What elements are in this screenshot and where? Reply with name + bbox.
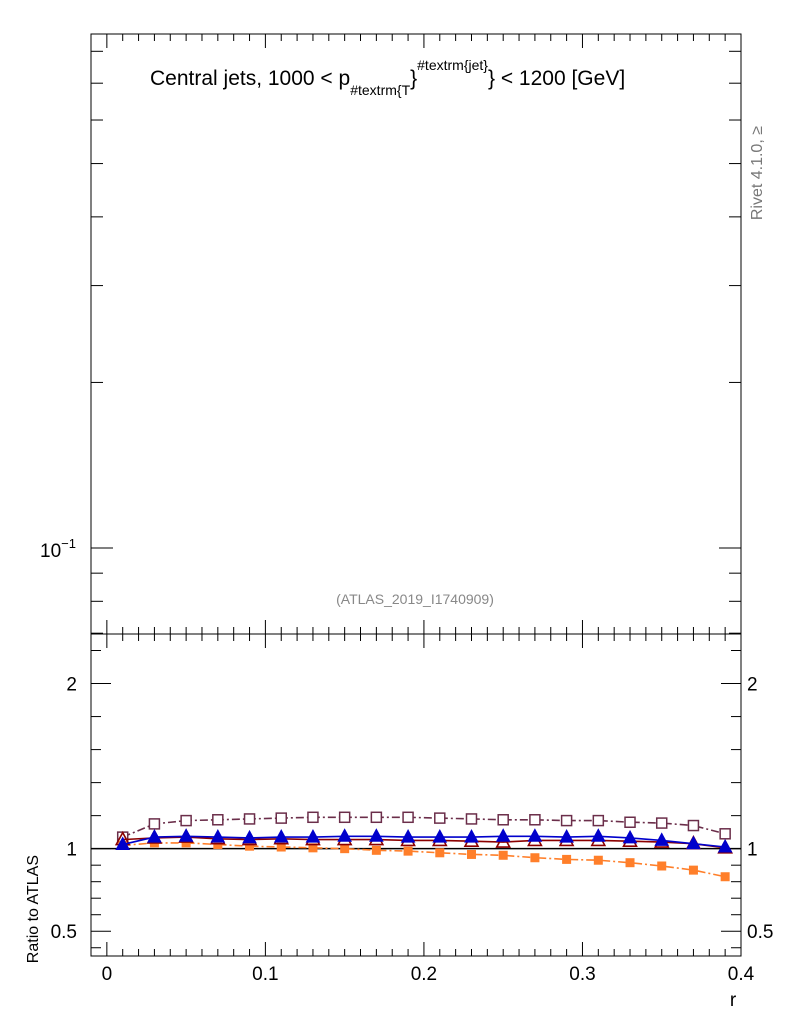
data-point-blue-triangle bbox=[305, 829, 321, 843]
data-point-orange-square bbox=[340, 844, 350, 854]
data-point-orange-square bbox=[562, 854, 572, 864]
y-tick-label-right: 1 bbox=[747, 840, 758, 861]
x-tick-label: 0.4 bbox=[728, 964, 755, 985]
data-point-blue-triangle bbox=[559, 829, 574, 843]
data-point-open-square bbox=[212, 814, 224, 826]
data-point-orange-square bbox=[466, 849, 476, 859]
data-point-blue-triangle bbox=[400, 829, 416, 843]
y-tick-label: 2 bbox=[66, 675, 77, 696]
data-point-orange-square bbox=[593, 855, 603, 865]
data-point-blue-triangle bbox=[242, 829, 257, 844]
data-point-open-square bbox=[655, 817, 668, 829]
data-point-open-square bbox=[497, 814, 509, 826]
y-tick-label: 0.5 bbox=[51, 922, 77, 943]
data-point-open-square bbox=[180, 814, 192, 827]
data-point-blue-triangle bbox=[147, 829, 162, 843]
data-point-open-square bbox=[592, 814, 605, 827]
data-point-orange-square bbox=[720, 872, 730, 882]
ratio-series bbox=[114, 811, 733, 882]
data-point-open-square bbox=[402, 811, 414, 824]
data-point-open-square bbox=[370, 811, 383, 824]
y-tick-label-right: 2 bbox=[747, 675, 758, 696]
data-point-blue-triangle bbox=[178, 828, 194, 842]
data-point-blue-triangle bbox=[369, 828, 384, 842]
ratio-panel: 0 0.1 0.2 0.3 0.4 0.5 0.5 1 1 2 2 Ratio to ATLAS r bbox=[25, 34, 773, 1011]
upper-frame bbox=[90, 33, 742, 635]
ratio-frame bbox=[90, 633, 742, 957]
data-point-open-square bbox=[243, 813, 256, 825]
data-point-blue-triangle bbox=[210, 829, 226, 843]
data-point-open-square bbox=[560, 814, 573, 827]
rivet-version-label: Rivet 4.1.0, ≥ bbox=[749, 126, 766, 220]
upper-y-tick-label: 10−1 bbox=[40, 536, 76, 562]
data-point-orange-square bbox=[530, 853, 540, 863]
upper-panel: Central jets, 1000 < p#textrm{T}#textrm{… bbox=[40, 33, 766, 635]
series-blue-triangle bbox=[115, 828, 733, 853]
data-point-open-square bbox=[148, 818, 161, 830]
data-point-blue-triangle bbox=[686, 835, 701, 850]
data-point-orange-square bbox=[625, 858, 635, 868]
ratio-axes: 0 0.1 0.2 0.3 0.4 0.5 0.5 1 1 2 2 bbox=[51, 34, 773, 985]
data-point-orange-square bbox=[657, 861, 667, 871]
series-orange-square bbox=[118, 838, 730, 882]
data-point-open-square bbox=[529, 814, 541, 826]
x-tick-label: 0 bbox=[102, 964, 113, 985]
data-point-orange-square bbox=[371, 845, 381, 855]
data-point-blue-triangle bbox=[590, 828, 606, 842]
upper-y-ticks bbox=[91, 50, 741, 634]
series-line-orange-square bbox=[122, 842, 726, 878]
chart-title: Central jets, 1000 < p#textrm{T}#textrm{… bbox=[150, 57, 625, 98]
series-open-triangle bbox=[114, 828, 733, 854]
series-open-square bbox=[116, 811, 731, 843]
y-tick-label-right: 0.5 bbox=[747, 922, 773, 943]
data-point-open-square bbox=[275, 812, 287, 824]
data-point-orange-square bbox=[688, 865, 698, 875]
data-point-orange-square bbox=[435, 848, 445, 858]
data-point-open-square bbox=[434, 812, 446, 824]
data-point-open-square bbox=[687, 819, 700, 832]
data-point-open-square bbox=[338, 811, 351, 824]
data-point-blue-triangle bbox=[115, 836, 131, 851]
x-axis-label: r bbox=[730, 990, 737, 1011]
y-axis-label: Ratio to ATLAS bbox=[25, 855, 42, 963]
data-point-open-square bbox=[719, 828, 731, 840]
series-line-blue-triangle bbox=[122, 835, 726, 848]
data-point-blue-triangle bbox=[622, 829, 638, 844]
data-point-orange-square bbox=[498, 850, 508, 860]
data-point-blue-triangle bbox=[432, 829, 448, 843]
x-tick-label: 0.1 bbox=[252, 964, 278, 985]
data-point-blue-triangle bbox=[273, 829, 289, 843]
data-point-blue-triangle bbox=[717, 838, 733, 853]
data-point-open-square bbox=[624, 816, 636, 828]
data-point-blue-triangle bbox=[495, 828, 511, 842]
data-point-open-square bbox=[307, 811, 319, 824]
data-point-open-square bbox=[465, 813, 478, 825]
x-tick-label: 0.2 bbox=[411, 964, 437, 985]
y-tick-label: 1 bbox=[66, 840, 77, 861]
data-point-blue-triangle bbox=[654, 832, 670, 846]
data-point-blue-triangle bbox=[337, 828, 352, 842]
x-tick-label: 0.3 bbox=[569, 964, 595, 985]
data-point-orange-square bbox=[403, 846, 413, 856]
data-point-blue-triangle bbox=[464, 829, 479, 843]
data-point-blue-triangle bbox=[527, 828, 543, 842]
analysis-watermark: (ATLAS_2019_I1740909) bbox=[336, 591, 494, 607]
